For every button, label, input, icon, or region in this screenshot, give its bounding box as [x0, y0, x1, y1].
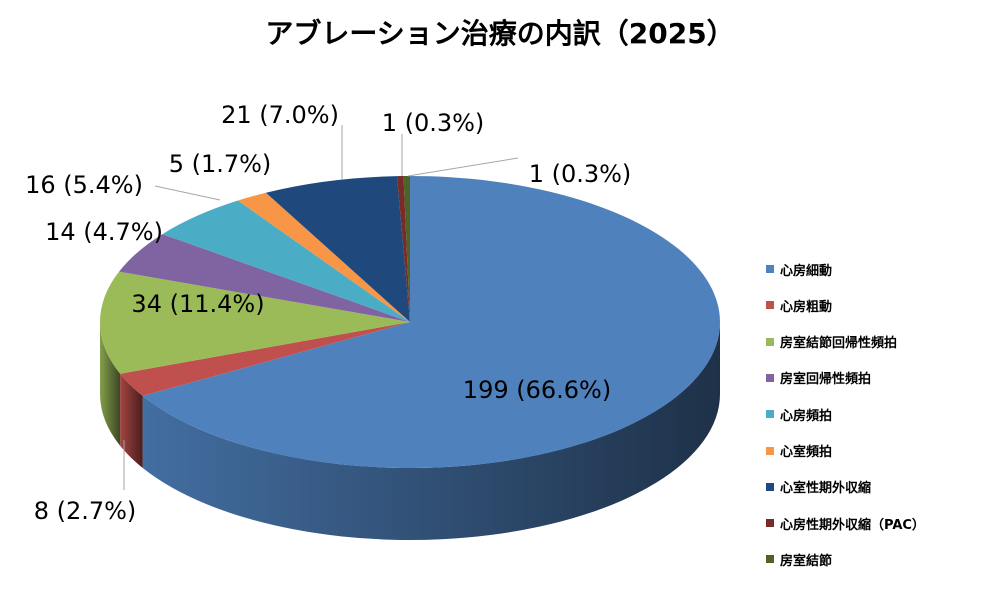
legend-swatch	[766, 410, 774, 419]
data-label: 1 (0.3%)	[382, 109, 485, 137]
leader-line	[407, 157, 519, 177]
pie-slice	[100, 271, 410, 374]
data-label: 199 (66.6%)	[463, 376, 611, 404]
data-label: 21 (7.0%)	[221, 101, 339, 129]
data-label: 5 (1.7%)	[169, 150, 272, 178]
pie-slice	[265, 176, 410, 322]
legend-swatch	[766, 446, 774, 455]
pie-slice	[403, 176, 410, 322]
legend-label: 心房性期外収縮（PAC）	[780, 517, 925, 533]
legend-swatch	[766, 301, 774, 310]
pie-top-face	[100, 176, 721, 468]
legend-label: 心房細動	[780, 263, 833, 279]
legend-item: 心室性期外収縮	[766, 477, 871, 497]
legend-item: 心房粗動	[766, 295, 832, 315]
pie-slice	[237, 192, 410, 322]
pie-side-wall	[100, 322, 721, 540]
pie-side-0	[142, 322, 721, 540]
data-label: 14 (4.7%)	[45, 218, 163, 246]
legend-swatch	[766, 555, 774, 564]
legend-label: 心房粗動	[780, 299, 833, 315]
leader-lines	[123, 125, 519, 490]
legend-swatch	[766, 337, 774, 346]
legend-swatch	[766, 265, 774, 273]
legend-label: 心房頻拍	[780, 408, 833, 424]
data-label: 16 (5.4%)	[25, 171, 143, 199]
data-label: 1 (0.3%)	[529, 160, 632, 188]
data-labels: 199 (66.6%) 8 (2.7%) 34 (11.4%) 14 (4.7%) 16…	[25, 101, 631, 525]
legend-label: 房室結節回帰性頻拍	[780, 336, 898, 352]
legend-swatch	[766, 519, 774, 528]
legend-item: 心房性期外収縮（PAC）	[766, 513, 925, 533]
legend-item: 心室頻拍	[766, 441, 832, 461]
legend-item: 房室結節回帰性頻拍	[766, 332, 897, 352]
pie-slice	[120, 322, 411, 396]
data-label: 34 (11.4%)	[131, 290, 264, 318]
chart-title: アブレーション治療の内訳（2025）	[265, 17, 735, 50]
legend-label: 心室性期外収縮	[780, 481, 872, 497]
pie-side-2	[100, 322, 121, 446]
data-label: 8 (2.7%)	[34, 497, 137, 525]
legend-swatch	[766, 373, 774, 382]
pie-slice	[396, 176, 410, 322]
leader-line	[154, 185, 221, 201]
legend-label: 房室結節	[780, 553, 833, 569]
pie-side-1	[120, 373, 143, 468]
pie-slice	[119, 234, 410, 322]
legend-label: 房室回帰性頻拍	[780, 372, 872, 388]
pie-slice	[142, 176, 721, 468]
pie-slice	[162, 200, 410, 322]
legend-item: 心房頻拍	[766, 404, 832, 424]
legend-item: 心房細動	[766, 259, 832, 279]
legend-label: 心室頻拍	[780, 445, 833, 460]
legend-swatch	[766, 482, 774, 491]
legend-item: 房室結節	[766, 549, 832, 569]
legend-item: 房室回帰性頻拍	[766, 368, 871, 388]
